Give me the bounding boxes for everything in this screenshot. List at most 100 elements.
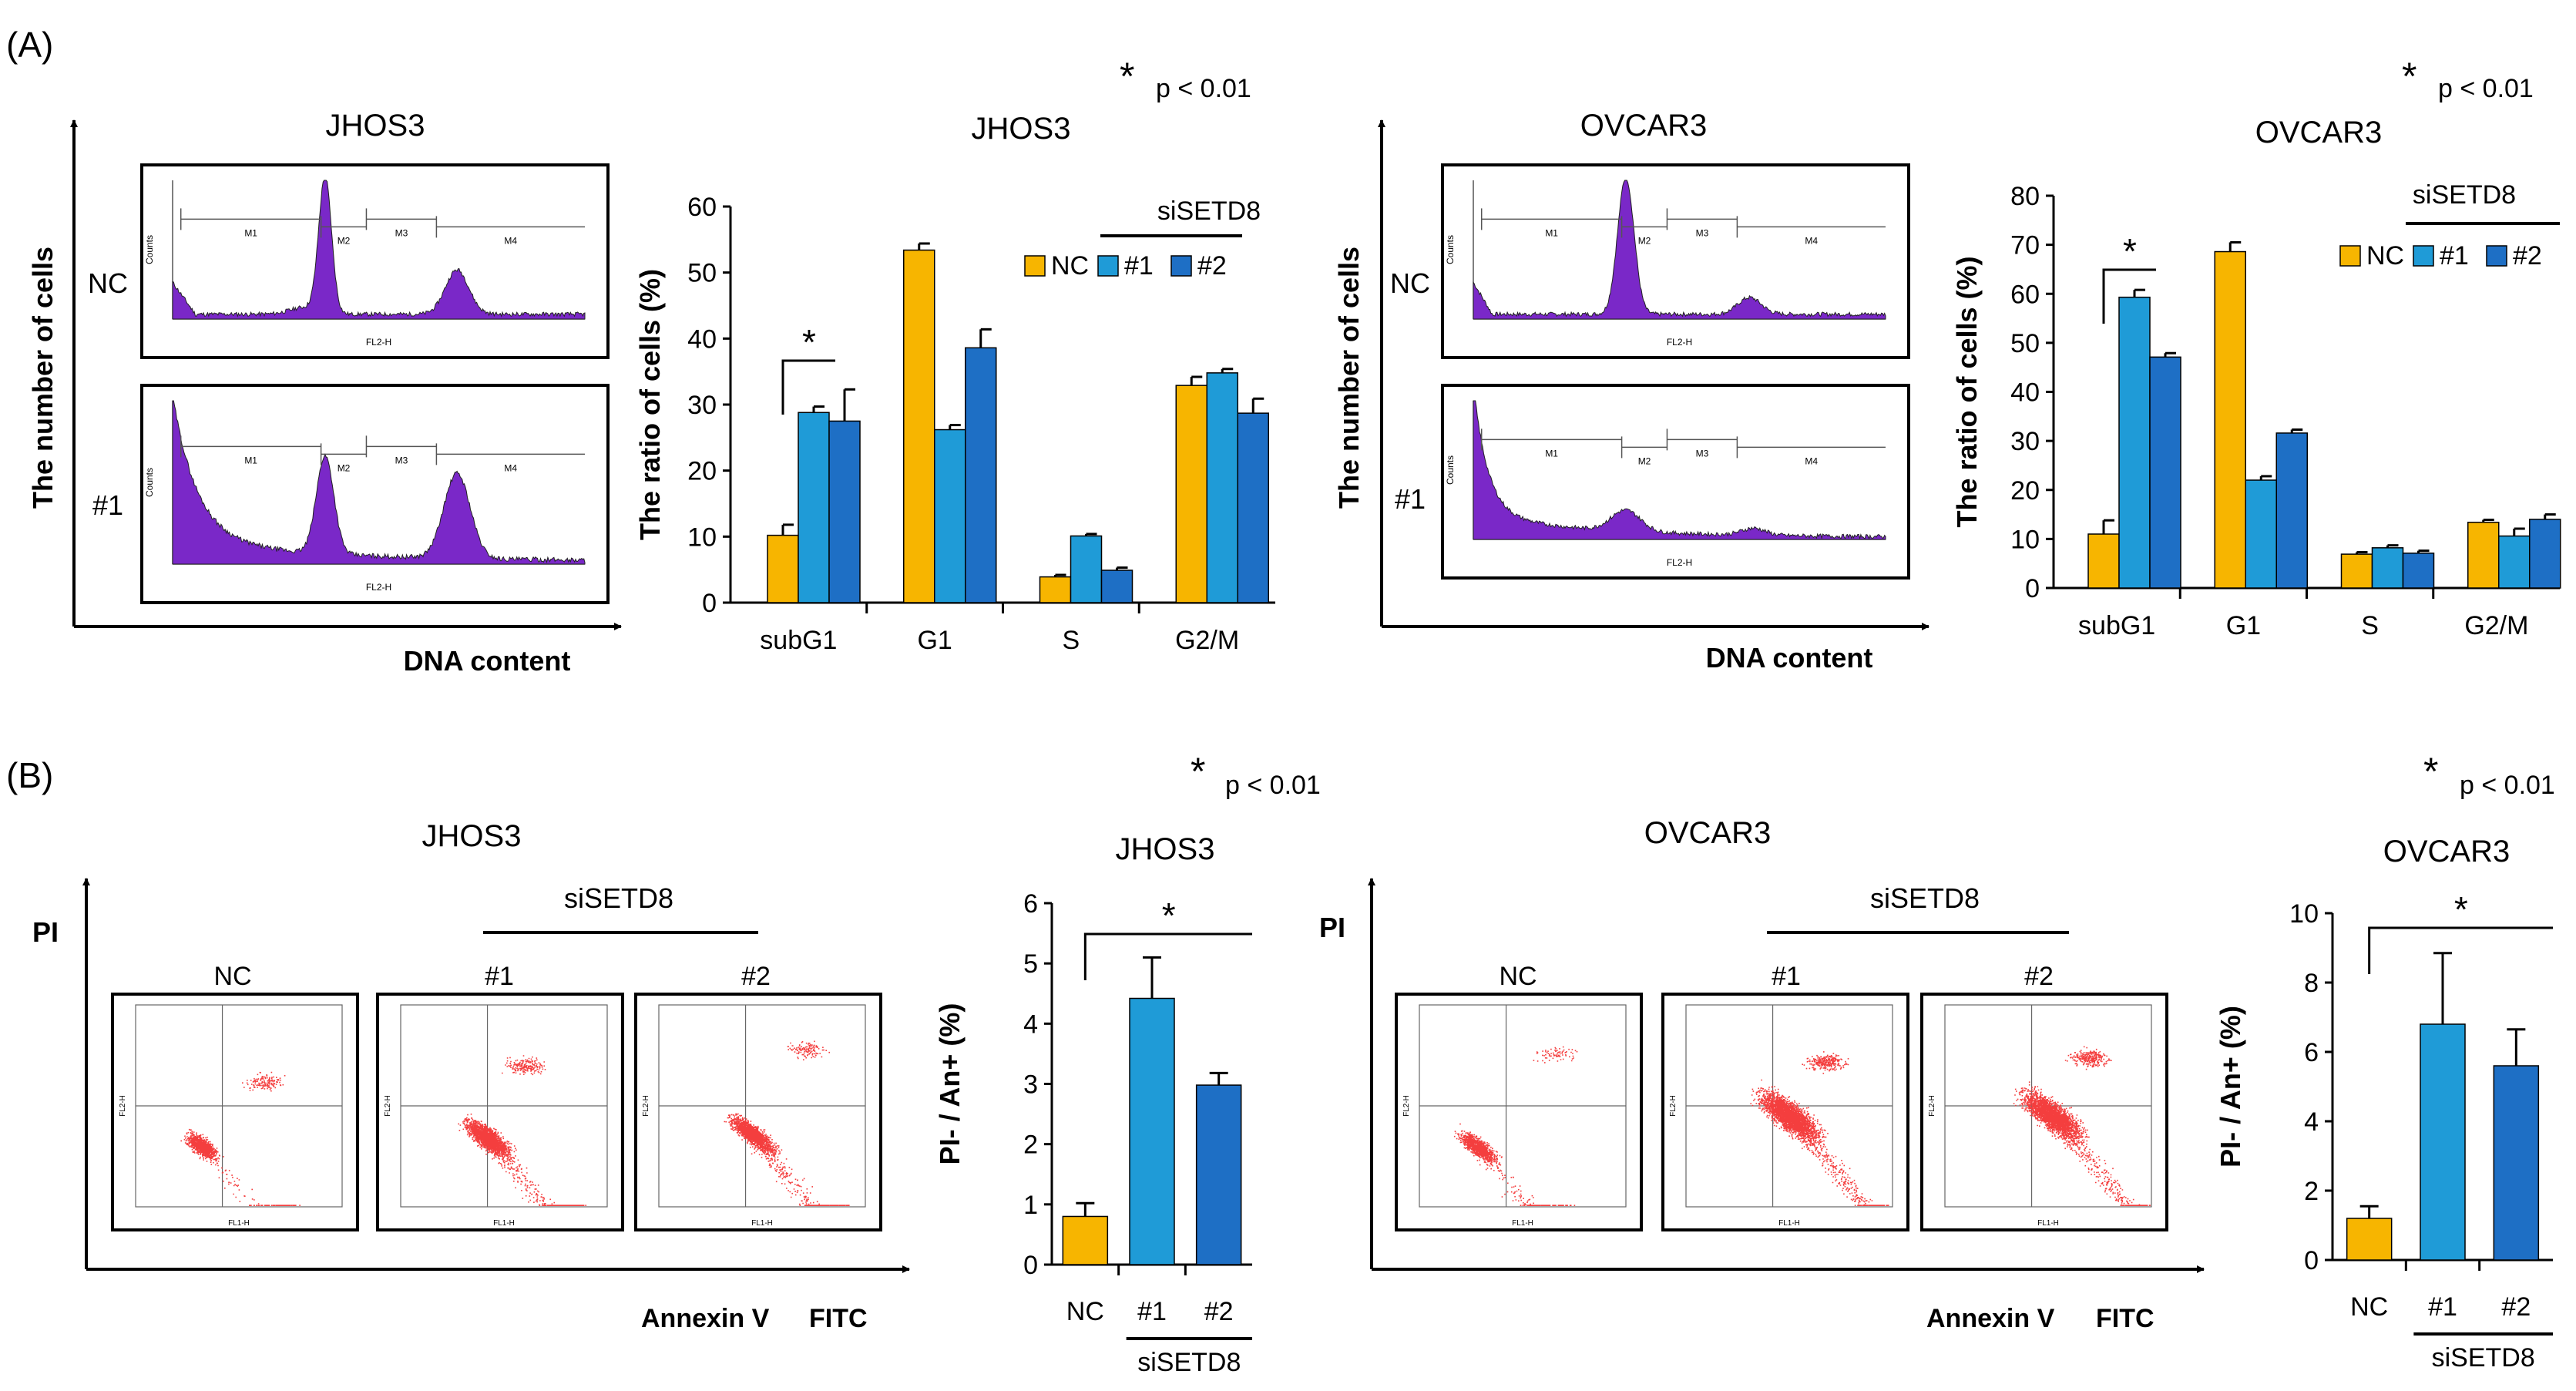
- inner-y-label: FL2-H: [119, 1095, 127, 1117]
- inner-x-label: FL2-H: [366, 582, 391, 593]
- scatter-label-nc: NC: [1499, 962, 1537, 991]
- significance-bracket: [2368, 926, 2553, 974]
- y-tick-label: 8: [2304, 969, 2319, 998]
- pval-text: p < 0.01: [1156, 74, 1251, 103]
- x-axis-label-fitc: FITC: [809, 1304, 868, 1333]
- gate-label: M1: [1545, 448, 1558, 459]
- y-tick-label: 70: [2010, 231, 2040, 260]
- inner-x-label: FL1-H: [1512, 1219, 1533, 1228]
- scatter-plot-nc: FL1-H FL2-H: [111, 993, 359, 1231]
- bar: [767, 534, 799, 603]
- histogram-title: JHOS3: [326, 109, 425, 143]
- inner-y-label: FL2-H: [1669, 1095, 1678, 1117]
- bar: [798, 412, 830, 603]
- x-tick-label: NC: [1066, 1297, 1104, 1326]
- x-tick-label: S: [2361, 611, 2379, 640]
- plot-frame: [1441, 384, 1910, 580]
- x-tick-label: G1: [2226, 611, 2261, 640]
- y-tick-label: 4: [1023, 1010, 1038, 1039]
- group-label: siSETD8: [1137, 1348, 1241, 1377]
- y-tick-label: 60: [687, 193, 717, 222]
- bar: [1195, 1084, 1242, 1265]
- bar: [2371, 547, 2404, 589]
- gate-label: M1: [1545, 227, 1558, 238]
- bar: [1237, 412, 1269, 603]
- x-axis-label: Annexin V: [1926, 1304, 2055, 1333]
- pval-star: *: [1191, 750, 1205, 793]
- y-tick-label: 20: [687, 457, 717, 486]
- gate-label: M2: [338, 235, 351, 246]
- y-tick-label: 20: [2010, 476, 2040, 506]
- bar: [1129, 997, 1175, 1265]
- significance-bracket: [2102, 268, 2156, 324]
- scatter-plot-2: FL1-H FL2-H: [1920, 993, 2168, 1231]
- bar: [2275, 432, 2308, 589]
- significance-bracket: [1083, 932, 1252, 980]
- plot-frame: [111, 993, 359, 1231]
- histogram-curve: [172, 180, 586, 320]
- histogram-nc: M1 M2 M3 M4 FL2-H Counts: [1441, 163, 1910, 359]
- x-tick-label: #1: [2428, 1292, 2457, 1322]
- bar: [2214, 250, 2246, 589]
- histogram-curve: [172, 400, 586, 565]
- bar: [2245, 479, 2277, 589]
- bar: [2149, 356, 2181, 589]
- inner-y-label: FL2-H: [1402, 1095, 1411, 1117]
- scatter-title: OVCAR3: [1644, 816, 1772, 850]
- chart-title: OVCAR3: [2255, 116, 2383, 150]
- y-axis-label: The ratio of cells (%): [634, 269, 666, 540]
- y-tick-label: 5: [1023, 949, 1038, 979]
- plot-frame: [1441, 163, 1910, 359]
- gate-label: M3: [1696, 227, 1709, 238]
- bar: [2118, 296, 2151, 589]
- legend-label: #2: [1197, 251, 1227, 281]
- scatter-dots: [724, 1040, 850, 1206]
- y-tick-label: 0: [2304, 1246, 2319, 1275]
- inner-x-label: FL1-H: [751, 1219, 773, 1228]
- y-axis-label: PI: [32, 916, 59, 948]
- cell-cycle-chart-ovcar3: OVCAR3 The ratio of cells (%) 0 10 20 30 40 50 6…: [1951, 116, 2561, 640]
- scatter-label-1: #1: [485, 962, 514, 991]
- gate-label: M3: [395, 227, 408, 238]
- x-axis-label: DNA content: [1706, 642, 1873, 674]
- bar: [903, 249, 935, 603]
- gate-label: M2: [1638, 455, 1651, 466]
- gate-label: M2: [1638, 235, 1651, 246]
- row-label-nc: NC: [1390, 267, 1430, 299]
- inner-y-label: FL2-H: [642, 1095, 650, 1117]
- inner-y-label: FL2-H: [1928, 1095, 1936, 1117]
- x-tick-label: subG1: [760, 626, 837, 655]
- x-axis-label: Annexin V: [641, 1304, 770, 1333]
- y-tick-label: 80: [2010, 182, 2040, 211]
- scatter-label-1: #1: [1772, 962, 1801, 991]
- histogram-curve: [1473, 180, 1886, 320]
- x-tick-label: #1: [1137, 1297, 1167, 1326]
- y-tick-label: 10: [687, 522, 717, 552]
- legend-label: NC: [2366, 241, 2404, 270]
- y-tick-label: 2: [2304, 1177, 2319, 1206]
- x-tick-label: G2/M: [2464, 611, 2528, 640]
- y-tick-label: 6: [2304, 1038, 2319, 1067]
- plot-frame: [1395, 993, 1643, 1231]
- y-axis-label: PI: [1319, 912, 1345, 943]
- legend-label: #2: [2513, 241, 2542, 270]
- group-label: siSETD8: [1870, 882, 1980, 914]
- bar: [2346, 1218, 2393, 1261]
- x-axis-label: DNA content: [404, 645, 571, 677]
- y-tick-label: 3: [1023, 1070, 1038, 1100]
- y-axis-label: The ratio of cells (%): [1951, 256, 1983, 527]
- pval-star: *: [2423, 750, 2438, 793]
- y-tick-label: 40: [687, 324, 717, 354]
- gate-label: M1: [244, 455, 257, 465]
- significance-star: *: [2123, 231, 2137, 271]
- bar: [1206, 372, 1238, 603]
- panel-label-a: (A): [6, 25, 53, 65]
- bar: [2340, 553, 2373, 589]
- inner-y-label: FL2-H: [384, 1095, 392, 1117]
- bar: [2529, 519, 2561, 589]
- x-tick-label: #2: [2501, 1292, 2531, 1322]
- legend-swatch: [1170, 255, 1192, 277]
- gate-label: M3: [395, 455, 408, 465]
- x-tick-label: #2: [1204, 1297, 1234, 1326]
- legend-swatch: [2413, 245, 2434, 267]
